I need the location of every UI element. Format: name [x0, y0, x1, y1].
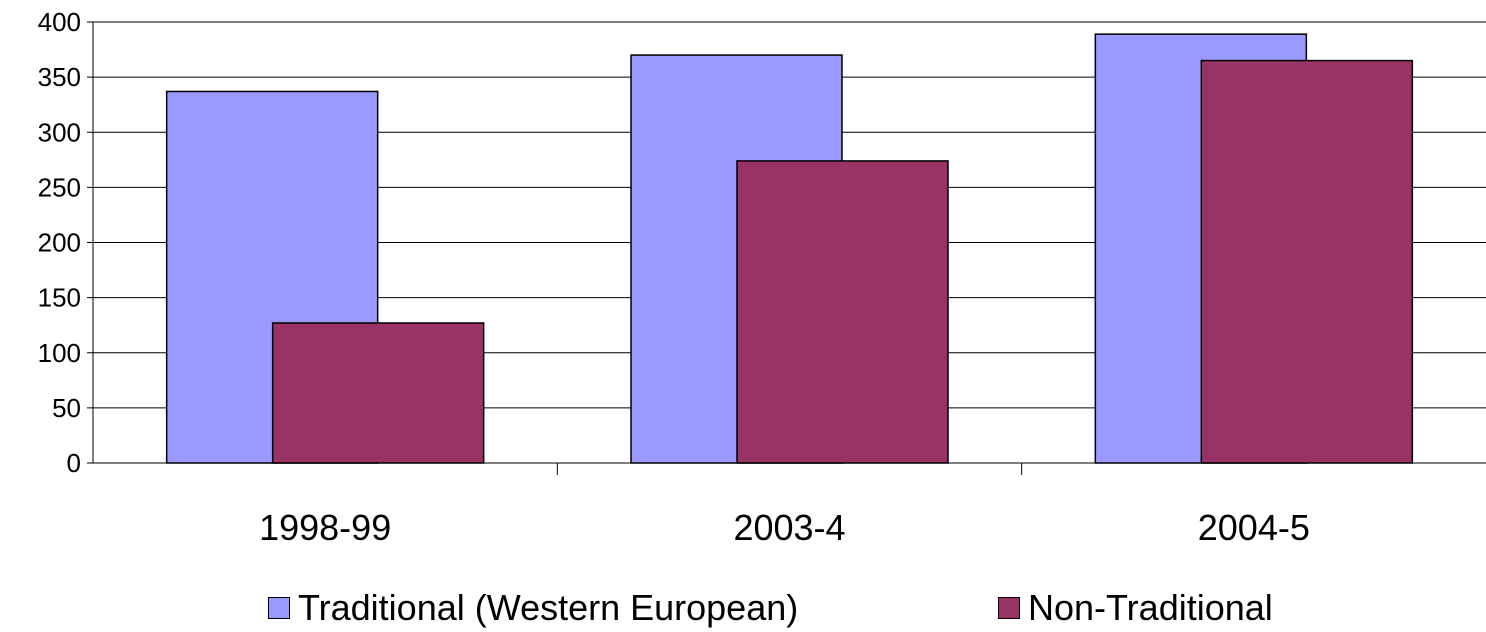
x-tick-label: 2004-5: [1198, 507, 1310, 548]
bar-non-traditional: [1200, 59, 1414, 464]
y-tick-label: 300: [38, 117, 81, 147]
x-tick-label: 2003-4: [733, 507, 845, 548]
legend-item-non-traditional: Non-Traditional: [998, 588, 1273, 628]
bar-non-traditional: [271, 322, 485, 464]
legend-item-traditional: Traditional (Western European): [268, 588, 798, 628]
y-tick-label: 200: [38, 228, 81, 258]
y-tick-label: 0: [67, 448, 81, 478]
legend-label-traditional: Traditional (Western European): [298, 587, 799, 628]
y-tick-label: 50: [52, 393, 81, 423]
y-tick-label: 250: [38, 172, 81, 202]
legend-swatch-non-traditional: [998, 597, 1020, 619]
x-tick-label: 1998-99: [259, 507, 391, 548]
legend: Traditional (Western European) Non-Tradi…: [0, 588, 1486, 632]
y-tick-labels: 0 50 100 150 200 250 300 350 400: [38, 7, 81, 478]
x-tick-labels: 1998-99 2003-4 2004-5: [259, 507, 1310, 548]
bar-non-traditional: [736, 160, 949, 464]
y-tick-label: 350: [38, 62, 81, 92]
legend-label-non-traditional: Non-Traditional: [1028, 587, 1273, 628]
y-tick-label: 100: [38, 338, 81, 368]
bars: [165, 33, 1414, 464]
axes: [92, 22, 1486, 475]
y-tick-label: 150: [38, 283, 81, 313]
y-tick-label: 400: [38, 7, 81, 37]
bar-chart: 0 50 100 150 200 250 300 350 400 1998-99 2003-4 20…: [38, 7, 1486, 548]
legend-swatch-traditional: [268, 597, 290, 619]
